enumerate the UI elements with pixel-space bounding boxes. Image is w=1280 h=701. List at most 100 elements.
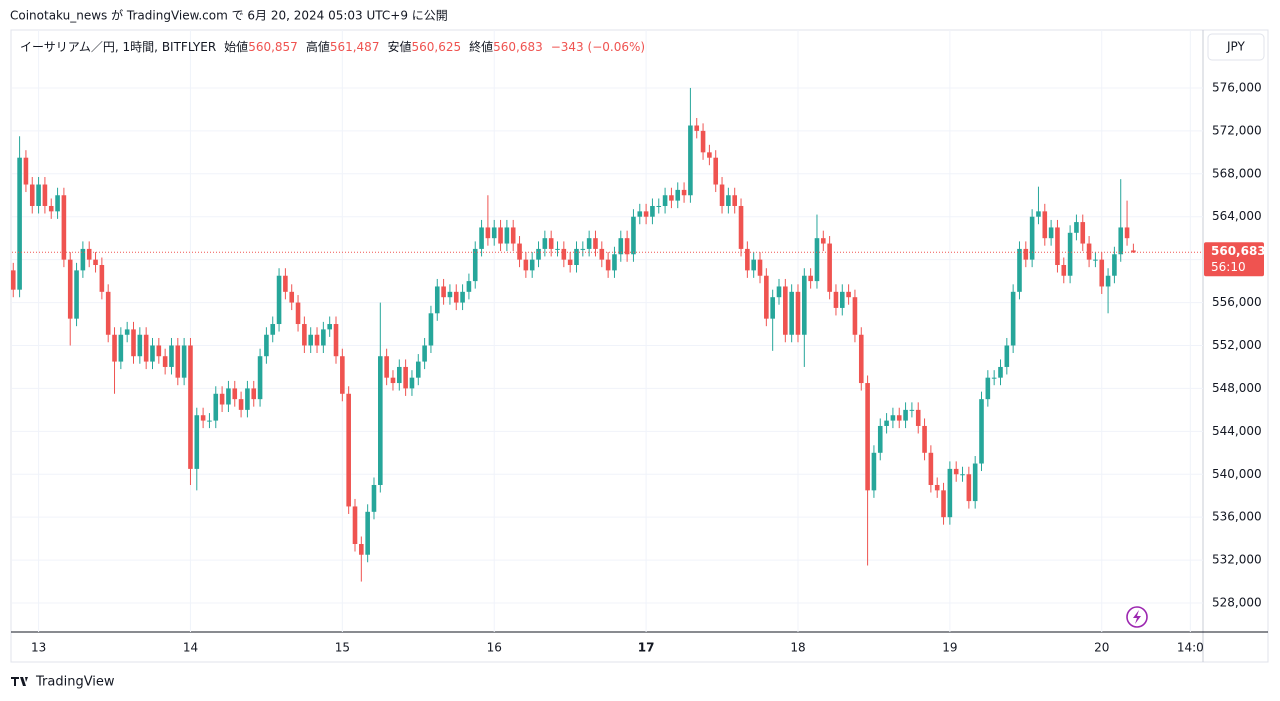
candle-body	[156, 345, 162, 357]
candle-body	[1004, 345, 1010, 367]
lightning-icon[interactable]	[1126, 606, 1148, 628]
candle-body	[485, 227, 491, 239]
y-tick-label: 528,000	[1212, 596, 1262, 610]
candle-body	[80, 248, 86, 271]
candle-body	[403, 366, 408, 389]
candle-body	[1061, 265, 1067, 276]
candle-body	[257, 356, 263, 400]
candle-body	[776, 286, 782, 298]
candle-body	[434, 286, 440, 314]
candle-body	[219, 393, 225, 405]
candle-body	[1042, 211, 1048, 239]
candle-body	[510, 227, 516, 244]
lightning-circle[interactable]	[1126, 606, 1148, 628]
candle-body	[852, 297, 858, 335]
candle-body	[928, 452, 934, 485]
candle-body	[707, 152, 712, 158]
candle-body	[48, 205, 54, 212]
candle-body	[998, 366, 1003, 378]
candle-body	[346, 393, 351, 507]
candle-body	[915, 409, 921, 426]
candle-body	[1017, 248, 1022, 292]
candle-body	[972, 463, 978, 502]
candle-body	[396, 366, 402, 384]
y-tick-label: 532,000	[1212, 553, 1262, 567]
candle-body	[624, 238, 630, 255]
brand-name: TradingView	[35, 675, 115, 690]
footer: TradingView	[11, 675, 115, 690]
high-value: 561,487	[330, 40, 380, 54]
x-tick-label: 19	[942, 641, 957, 655]
candle-body	[726, 195, 731, 206]
candle-body	[523, 259, 529, 271]
candle-body	[333, 324, 339, 357]
candle-body	[688, 125, 693, 196]
candle-body	[795, 291, 801, 335]
y-tick-label: 536,000	[1212, 510, 1262, 524]
open-value: 560,857	[248, 40, 298, 54]
open-label: 始値	[224, 39, 248, 54]
candle-body	[808, 275, 813, 282]
candle-body	[574, 248, 579, 266]
candle-body	[675, 189, 681, 201]
y-tick-label: 540,000	[1212, 467, 1262, 481]
candle-body	[10, 270, 16, 290]
y-tick-label: 552,000	[1212, 338, 1262, 352]
candle-body	[86, 248, 92, 260]
candle-body	[321, 329, 326, 346]
candle-body	[74, 270, 79, 319]
brand-logo	[11, 677, 28, 686]
close-label: 終値	[469, 39, 493, 54]
candle-body	[833, 291, 839, 308]
candle-body	[738, 205, 744, 249]
candle-body	[472, 248, 478, 282]
candle-body	[289, 291, 295, 303]
candle-body	[561, 248, 567, 260]
x-tick-label: 20	[1094, 641, 1109, 655]
price-tag-countdown: 56:10	[1211, 260, 1246, 274]
candle-body	[359, 544, 364, 555]
candle-body	[966, 474, 972, 502]
candle-body	[23, 157, 29, 185]
currency-button-label[interactable]: JPY	[1226, 40, 1246, 54]
x-tick-label: 17	[638, 641, 655, 655]
candle-body	[384, 356, 389, 378]
candle-body	[764, 275, 769, 319]
candle-body	[124, 329, 130, 335]
candle-body	[1131, 250, 1136, 253]
candle-body	[884, 420, 889, 426]
x-tick-label: 14	[183, 641, 198, 655]
candle-body	[302, 324, 307, 346]
currency-button-box[interactable]	[1207, 33, 1265, 61]
candle-body	[1093, 259, 1098, 261]
candle-body	[567, 259, 573, 266]
candle-body	[29, 184, 35, 206]
candle-body	[517, 243, 522, 260]
legend: イーサリアム／円, 1時間, BITFLYER 始値560,857 高値561,48…	[20, 39, 645, 54]
candle-body	[586, 238, 592, 249]
candle-body	[42, 184, 48, 206]
currency-button[interactable]: JPY	[1207, 33, 1265, 61]
candle-body	[365, 511, 370, 555]
candle-body	[1124, 227, 1130, 239]
high-label: 高値	[306, 39, 330, 54]
change: −343 (−0.06%)	[551, 40, 645, 54]
candle-body	[877, 425, 883, 453]
lightning-bolt[interactable]	[1133, 610, 1141, 624]
candle-body	[314, 334, 320, 346]
candle-body	[820, 238, 826, 244]
candle-body	[479, 227, 484, 249]
candle-body	[200, 415, 206, 421]
candle-body	[960, 474, 965, 476]
candle-body	[612, 254, 617, 271]
candle-body	[1080, 222, 1086, 244]
candle-body	[415, 361, 421, 378]
candle-body	[631, 216, 636, 255]
candle-body	[922, 425, 927, 453]
candle-body	[991, 377, 997, 379]
candle-body	[93, 259, 98, 266]
candle-body	[466, 281, 472, 292]
candle-body	[529, 259, 535, 271]
candle-body	[308, 334, 313, 346]
